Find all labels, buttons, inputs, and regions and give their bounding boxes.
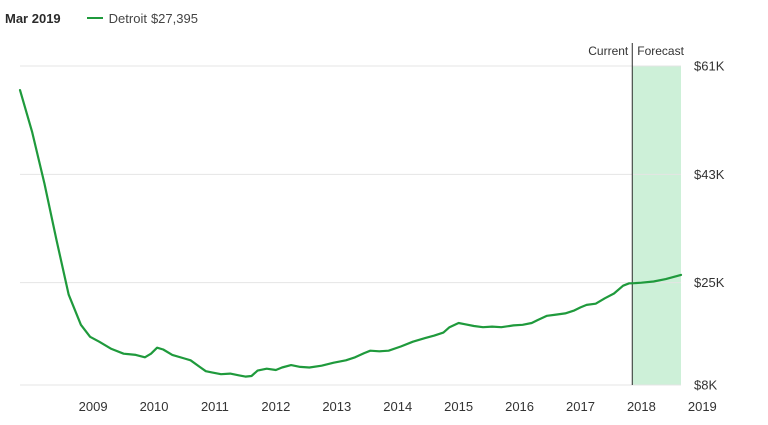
x-tick-label: 2017 [566,399,595,414]
gridlines [20,65,681,386]
legend-series-value: $27,395 [150,10,198,26]
series-line-detroit [18,89,683,378]
x-tick-label: 2009 [79,399,108,414]
y-tick-label: $61K [694,59,725,74]
x-tick-label: 2013 [322,399,351,414]
y-axis-ticks: $8K $25K $43K $61K [694,59,725,393]
chart-header: Mar 2019 Detroit $27,395 [5,9,198,27]
legend: Detroit $27,395 [86,10,198,26]
x-tick-label: 2018 [627,399,656,414]
y-tick-label: $8K [694,378,717,393]
x-axis-ticks: 2009 2010 2011 2012 2013 2014 2015 2016 2017 2018… [79,399,717,414]
y-tick-label: $43K [694,167,725,182]
forecast-label: Forecast [637,44,684,58]
current-label: Current [588,44,629,58]
x-tick-label: 2010 [140,399,169,414]
x-tick-label: 2019 [688,399,717,414]
x-tick-label: 2012 [261,399,290,414]
y-tick-label: $25K [694,275,725,290]
x-tick-label: 2011 [201,399,229,414]
forecast-band [632,66,681,385]
x-tick-label: 2016 [505,399,534,414]
x-tick-label: 2014 [383,399,412,414]
legend-swatch [86,17,103,19]
x-tick-label: 2015 [444,399,473,414]
date-label: Mar 2019 [5,10,61,26]
legend-series-name: Detroit [108,10,147,26]
